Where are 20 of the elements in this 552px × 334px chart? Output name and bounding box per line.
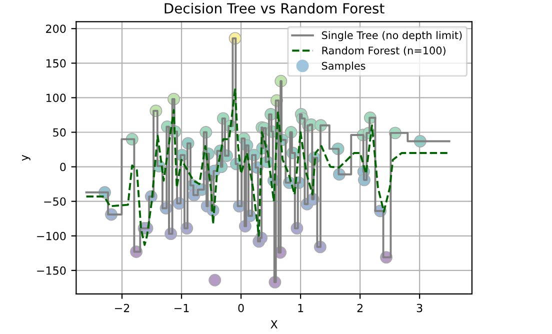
- y-tick-label: 50: [53, 128, 66, 137]
- y-tick-label: −50: [44, 197, 66, 206]
- y-tick-label: 200: [46, 24, 66, 33]
- legend-label: Random Forest (n=100): [322, 46, 446, 56]
- x-tick-label: 3: [416, 304, 422, 312]
- x-tick-label: 1: [298, 304, 304, 312]
- x-tick-label: 2: [357, 304, 362, 312]
- y-tick-label: −100: [37, 232, 66, 240]
- x-axis-title: X: [270, 320, 278, 328]
- legend-label: Single Tree (no depth limit): [322, 31, 462, 42]
- y-axis-title: y: [22, 154, 30, 161]
- legend-label: Samples: [322, 62, 366, 72]
- y-tick-label: −150: [37, 266, 66, 275]
- x-tick-label: −2: [114, 304, 130, 312]
- chart-title: Decision Tree vs Random Forest: [164, 2, 384, 14]
- y-tick-label: 0: [60, 162, 66, 172]
- y-tick-label: 100: [46, 94, 66, 102]
- y-tick-label: 150: [46, 59, 66, 68]
- x-tick-label: 0: [238, 304, 244, 312]
- x-tick-label: −1: [174, 304, 189, 312]
